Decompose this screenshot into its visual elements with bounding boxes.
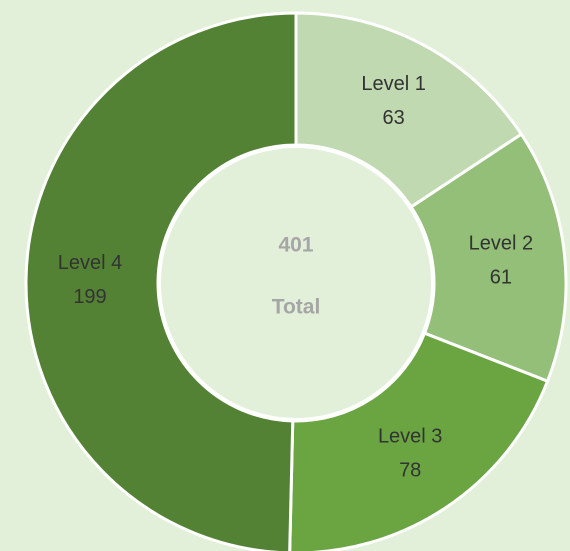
segment-name: Level 1 [361, 73, 426, 95]
center-label: Total [272, 296, 321, 319]
segment-name: Level 3 [378, 426, 443, 448]
segment-name: Level 2 [469, 233, 534, 255]
donut-hole [158, 145, 434, 421]
center-value: 401 [278, 234, 313, 257]
segment-name: Level 4 [58, 252, 123, 274]
segment-value: 78 [399, 460, 421, 482]
segment-value: 199 [73, 286, 106, 308]
segment-value: 61 [490, 267, 512, 289]
segment-value: 63 [382, 107, 404, 129]
